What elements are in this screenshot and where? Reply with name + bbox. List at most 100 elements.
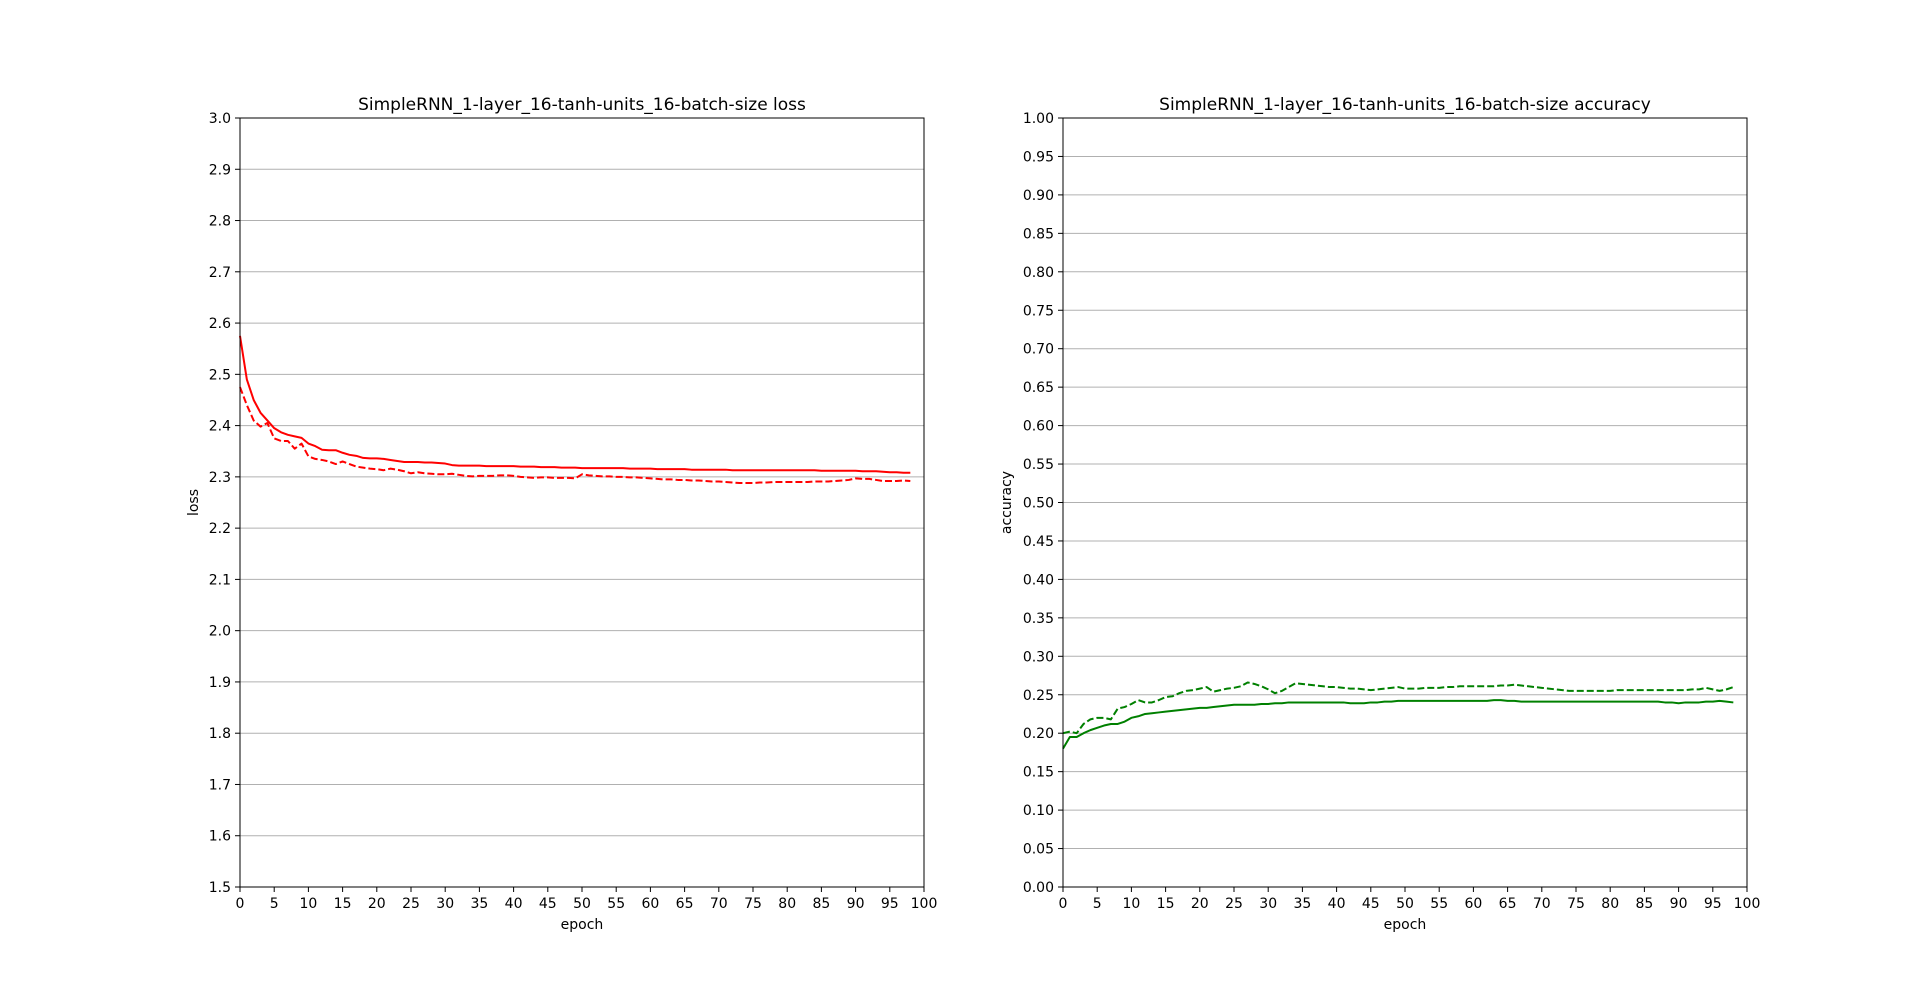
loss-y-axis-label: loss bbox=[186, 489, 202, 516]
accuracy-y-tick-label: 1.00 bbox=[1023, 111, 1054, 127]
accuracy-x-tick-label: 30 bbox=[1259, 896, 1277, 912]
accuracy-x-tick-label: 65 bbox=[1499, 896, 1517, 912]
loss-y-tick-label: 1.5 bbox=[209, 880, 231, 896]
accuracy-y-tick-label: 0.25 bbox=[1023, 688, 1054, 704]
loss-x-tick-label: 20 bbox=[368, 896, 386, 912]
loss-chart: 0 5 10 15 20 25 30 35 40 45 50 55 60 65 70 75 80 85 90 95 10… bbox=[186, 95, 937, 933]
loss-y-tick-label: 1.9 bbox=[209, 675, 231, 691]
accuracy-x-tick-label: 25 bbox=[1225, 896, 1243, 912]
accuracy-y-tick-label: 0.65 bbox=[1023, 380, 1054, 396]
loss-x-tick-label: 70 bbox=[710, 896, 728, 912]
accuracy-y-tick-label: 0.90 bbox=[1023, 188, 1054, 204]
accuracy-y-tick-label: 0.05 bbox=[1023, 842, 1054, 858]
loss-x-tick-label: 60 bbox=[641, 896, 659, 912]
loss-y-tick-label: 2.1 bbox=[209, 572, 231, 588]
loss-x-ticks: 0 5 10 15 20 25 30 35 40 45 50 55 60 65 70 75 80 85 90 95 10… bbox=[236, 887, 938, 912]
accuracy-x-tick-label: 100 bbox=[1734, 896, 1761, 912]
accuracy-y-tick-label: 0.60 bbox=[1023, 419, 1054, 435]
accuracy-x-tick-label: 60 bbox=[1464, 896, 1482, 912]
accuracy-chart: 0 5 10 15 20 25 30 35 40 45 50 55 60 65 70 75 80 85 90 95 10… bbox=[999, 95, 1760, 933]
accuracy-y-tick-label: 0.55 bbox=[1023, 457, 1054, 473]
loss-chart-title: SimpleRNN_1-layer_16-tanh-units_16-batch… bbox=[358, 95, 806, 115]
loss-y-tick-label: 2.3 bbox=[209, 470, 231, 486]
loss-y-tick-label: 2.0 bbox=[209, 624, 231, 640]
accuracy-y-tick-label: 0.15 bbox=[1023, 765, 1054, 781]
loss-y-tick-label: 2.6 bbox=[209, 316, 231, 332]
accuracy-y-tick-label: 0.00 bbox=[1023, 880, 1054, 896]
accuracy-series-dashed-line bbox=[1062, 681, 1734, 735]
loss-y-tick-label: 1.6 bbox=[209, 829, 231, 845]
accuracy-y-tick-label: 0.70 bbox=[1023, 342, 1054, 358]
loss-x-tick-label: 10 bbox=[299, 896, 317, 912]
accuracy-y-tick-label: 0.95 bbox=[1023, 149, 1054, 165]
loss-x-tick-label: 50 bbox=[573, 896, 591, 912]
loss-x-tick-label: 15 bbox=[334, 896, 352, 912]
accuracy-x-tick-label: 90 bbox=[1670, 896, 1688, 912]
loss-y-tick-label: 2.4 bbox=[209, 419, 231, 435]
loss-y-tick-label: 1.8 bbox=[209, 726, 231, 742]
accuracy-x-tick-label: 0 bbox=[1059, 896, 1068, 912]
accuracy-x-ticks: 0 5 10 15 20 25 30 35 40 45 50 55 60 65 70 75 80 85 90 95 10… bbox=[1059, 887, 1761, 912]
accuracy-series-solid-line bbox=[1062, 699, 1734, 750]
accuracy-x-tick-label: 80 bbox=[1601, 896, 1619, 912]
accuracy-y-tick-label: 0.45 bbox=[1023, 534, 1054, 550]
accuracy-y-ticks: 0.00 0.05 0.10 0.15 0.20 0.25 0.30 0.35 0.40 0.45… bbox=[1023, 111, 1063, 896]
accuracy-y-tick-label: 0.50 bbox=[1023, 496, 1054, 512]
accuracy-y-tick-label: 0.75 bbox=[1023, 303, 1054, 319]
loss-x-tick-label: 75 bbox=[744, 896, 762, 912]
loss-x-tick-label: 5 bbox=[270, 896, 279, 912]
loss-x-tick-label: 35 bbox=[470, 896, 488, 912]
loss-series-group bbox=[239, 335, 911, 485]
accuracy-grid bbox=[1063, 117, 1747, 888]
loss-y-tick-label: 2.9 bbox=[209, 162, 231, 178]
loss-x-tick-label: 100 bbox=[911, 896, 938, 912]
accuracy-x-tick-label: 45 bbox=[1362, 896, 1380, 912]
accuracy-y-tick-label: 0.85 bbox=[1023, 226, 1054, 242]
loss-x-tick-label: 40 bbox=[505, 896, 523, 912]
loss-series-dashed-line bbox=[239, 386, 911, 485]
accuracy-y-tick-label: 0.30 bbox=[1023, 649, 1054, 665]
accuracy-y-tick-label: 0.10 bbox=[1023, 803, 1054, 819]
loss-y-tick-label: 2.5 bbox=[209, 367, 231, 383]
loss-x-tick-label: 65 bbox=[676, 896, 694, 912]
loss-y-tick-label: 2.2 bbox=[209, 521, 231, 537]
accuracy-x-tick-label: 40 bbox=[1328, 896, 1346, 912]
accuracy-x-tick-label: 70 bbox=[1533, 896, 1551, 912]
loss-y-ticks: 1.5 1.6 1.7 1.8 1.9 2.0 2.1 2.2 2.3 2.4 2.5 2.6 2.7 2… bbox=[209, 111, 240, 896]
accuracy-y-tick-label: 0.80 bbox=[1023, 265, 1054, 281]
loss-x-axis-label: epoch bbox=[561, 917, 604, 933]
loss-x-tick-label: 80 bbox=[778, 896, 796, 912]
accuracy-x-tick-label: 35 bbox=[1293, 896, 1311, 912]
accuracy-x-tick-label: 15 bbox=[1157, 896, 1175, 912]
accuracy-x-tick-label: 95 bbox=[1704, 896, 1722, 912]
loss-y-tick-label: 2.8 bbox=[209, 214, 231, 230]
loss-y-tick-label: 2.7 bbox=[209, 265, 231, 281]
loss-grid bbox=[240, 117, 924, 888]
accuracy-y-tick-label: 0.20 bbox=[1023, 726, 1054, 742]
loss-x-tick-label: 45 bbox=[539, 896, 557, 912]
loss-x-tick-label: 95 bbox=[881, 896, 899, 912]
loss-y-tick-label: 1.7 bbox=[209, 777, 231, 793]
accuracy-x-tick-label: 85 bbox=[1635, 896, 1653, 912]
loss-y-tick-label: 3.0 bbox=[209, 111, 231, 127]
accuracy-y-axis-label: accuracy bbox=[999, 471, 1015, 534]
accuracy-x-tick-label: 55 bbox=[1430, 896, 1448, 912]
loss-x-tick-label: 25 bbox=[402, 896, 420, 912]
loss-series-solid-line bbox=[239, 335, 911, 474]
loss-x-tick-label: 0 bbox=[236, 896, 245, 912]
loss-x-tick-label: 30 bbox=[436, 896, 454, 912]
accuracy-x-tick-label: 20 bbox=[1191, 896, 1209, 912]
accuracy-x-axis-label: epoch bbox=[1384, 917, 1427, 933]
accuracy-x-tick-label: 75 bbox=[1567, 896, 1585, 912]
accuracy-x-tick-label: 50 bbox=[1396, 896, 1414, 912]
loss-x-tick-label: 85 bbox=[812, 896, 830, 912]
accuracy-y-tick-label: 0.35 bbox=[1023, 611, 1054, 627]
accuracy-chart-title: SimpleRNN_1-layer_16-tanh-units_16-batch… bbox=[1159, 95, 1651, 115]
loss-x-tick-label: 90 bbox=[847, 896, 865, 912]
accuracy-x-tick-label: 10 bbox=[1122, 896, 1140, 912]
loss-x-tick-label: 55 bbox=[607, 896, 625, 912]
accuracy-y-tick-label: 0.40 bbox=[1023, 572, 1054, 588]
accuracy-series-group bbox=[1062, 681, 1734, 750]
